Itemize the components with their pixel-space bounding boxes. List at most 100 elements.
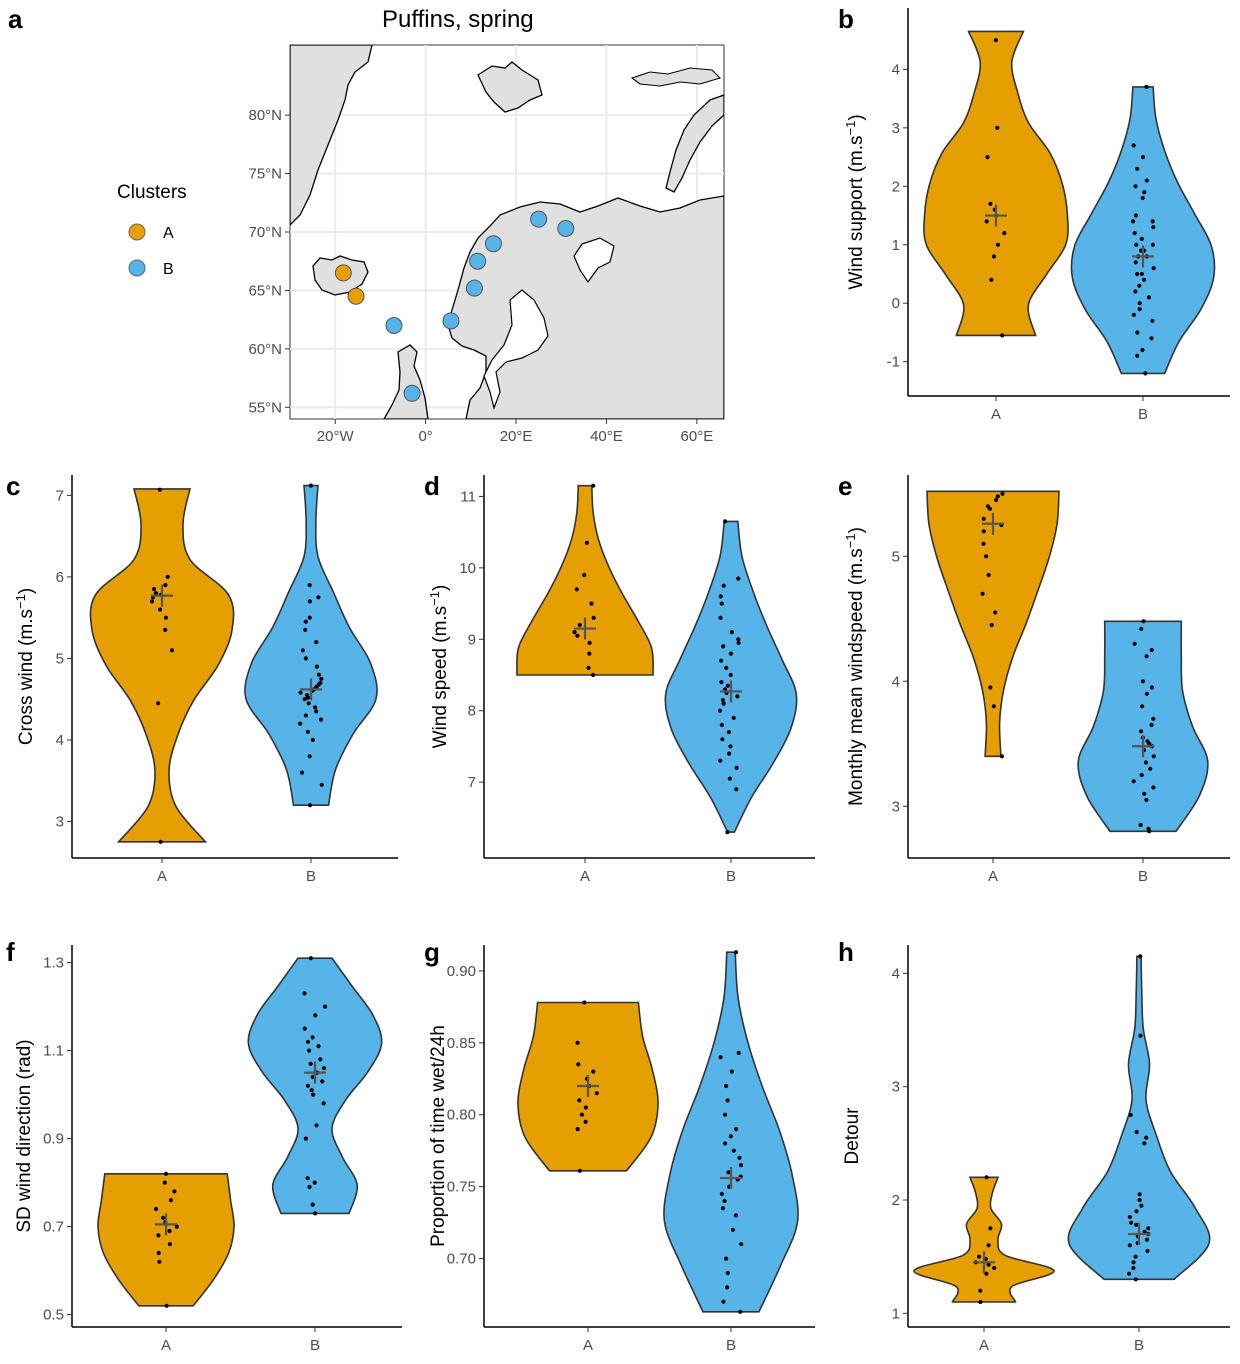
- data-point: [308, 483, 313, 488]
- data-point: [1151, 754, 1156, 759]
- panel-e: e 3 4 5 A B Monthly mean windspeed (m.s−1): [838, 471, 1230, 885]
- data-point: [726, 1170, 731, 1175]
- data-point: [717, 708, 723, 713]
- data-point: [995, 494, 1000, 499]
- data-point: [308, 1061, 313, 1066]
- data-point: [572, 630, 577, 635]
- data-point: [1144, 797, 1149, 803]
- data-point: [320, 1079, 325, 1084]
- greenland-land: [290, 45, 373, 226]
- data-point: [165, 574, 170, 580]
- data-point: [1140, 195, 1145, 201]
- y-tick-label: 0.75: [447, 1179, 476, 1196]
- map-lon-label: 20°W: [317, 428, 355, 445]
- data-point: [1139, 626, 1144, 631]
- y-tick-label: 3: [892, 798, 900, 815]
- y-axis-title: Detour: [842, 1107, 863, 1165]
- data-point: [1134, 242, 1139, 247]
- data-point: [1144, 1237, 1150, 1242]
- map-lon-label: 0°: [418, 428, 432, 445]
- data-point: [736, 1050, 741, 1055]
- legend-label-a: A: [163, 225, 174, 242]
- data-point: [993, 38, 998, 43]
- data-point: [1151, 785, 1156, 790]
- data-point: [1137, 307, 1142, 312]
- data-point: [316, 672, 321, 677]
- data-point: [318, 717, 324, 722]
- data-point: [1149, 685, 1154, 690]
- data-point: [316, 595, 321, 600]
- data-point: [720, 737, 725, 742]
- data-point: [587, 651, 592, 656]
- map-axis-labels: 80°N 75°N 70°N 65°N 60°N 55°N 20°W 0° 20°E 40°E 60…: [248, 107, 713, 445]
- panel-letter-f: f: [6, 937, 15, 967]
- y-tick-label: 5: [892, 548, 900, 565]
- data-point: [582, 1000, 587, 1005]
- britain-land: [383, 344, 429, 419]
- data-point: [1132, 231, 1137, 236]
- data-point: [310, 1035, 315, 1040]
- violin-b: [1070, 86, 1216, 375]
- y-tick-label: 0.85: [447, 1035, 476, 1052]
- data-point: [313, 705, 318, 710]
- data-point: [1135, 353, 1140, 358]
- data-point: [720, 697, 726, 703]
- data-point: [991, 254, 997, 259]
- data-point: [729, 1069, 734, 1074]
- panel-letter-e: e: [838, 471, 852, 501]
- data-point: [984, 219, 989, 224]
- data-point: [1000, 333, 1005, 338]
- panel-letter-d: d: [424, 471, 440, 501]
- data-point: [722, 1198, 727, 1204]
- y-axis-title: Proportion of time wet/24h: [428, 1025, 449, 1247]
- violin-b: [1067, 955, 1211, 1281]
- data-point: [725, 1098, 730, 1103]
- data-point: [1131, 1265, 1136, 1271]
- data-point: [1133, 184, 1138, 189]
- data-point: [1143, 760, 1149, 765]
- data-point: [718, 1055, 723, 1060]
- data-point: [725, 1270, 730, 1276]
- data-point: [298, 721, 303, 726]
- panel-h: h 1 2 3 4 A B Detour: [838, 937, 1230, 1354]
- data-point: [305, 1083, 310, 1088]
- violin-panels: b -1 0 1 2 3 4 A B Wind support (m.s−1) c 3 4 5 6 7 A B Cr…: [6, 4, 1230, 1354]
- data-point: [1133, 289, 1138, 294]
- data-point: [1135, 330, 1140, 335]
- data-point: [307, 1184, 312, 1190]
- data-point: [728, 744, 733, 749]
- data-point: [731, 1148, 736, 1153]
- data-point: [725, 1285, 730, 1290]
- data-point: [318, 1057, 323, 1062]
- data-point: [721, 644, 726, 649]
- data-point: [303, 713, 308, 718]
- data-point: [158, 839, 163, 844]
- data-point: [1000, 491, 1005, 496]
- data-point: [305, 729, 310, 734]
- data-point: [303, 619, 308, 624]
- violin-b: [663, 951, 799, 1313]
- data-point: [981, 516, 986, 521]
- y-axis-title: Cross wind (m.s−1): [13, 588, 37, 745]
- panel-d: d 7 8 9 10 11 A B Wind speed (m.s−1): [424, 471, 815, 885]
- data-point: [734, 765, 739, 771]
- white-sea: [573, 237, 615, 284]
- data-point: [719, 680, 724, 685]
- data-point: [298, 690, 303, 695]
- violin-a: [923, 30, 1069, 337]
- data-point: [984, 554, 989, 559]
- y-tick-label: 3: [892, 1079, 900, 1096]
- data-point: [586, 665, 591, 671]
- data-point: [307, 754, 312, 759]
- data-point: [174, 1224, 179, 1229]
- data-point: [305, 695, 310, 700]
- y-tick-label: 0: [892, 295, 900, 312]
- map-lat-label: 70°N: [248, 224, 282, 241]
- data-point: [1131, 312, 1136, 317]
- data-point: [156, 1250, 161, 1256]
- data-point: [319, 676, 324, 681]
- data-point: [737, 1155, 742, 1160]
- data-point: [721, 1299, 726, 1304]
- data-point: [984, 1175, 989, 1180]
- data-point: [303, 1136, 308, 1141]
